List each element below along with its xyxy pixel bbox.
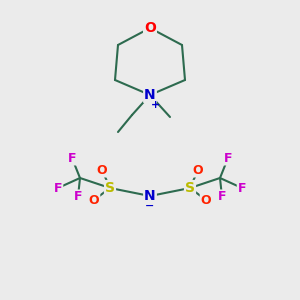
Text: F: F — [224, 152, 232, 164]
Text: O: O — [89, 194, 99, 206]
Text: F: F — [238, 182, 246, 194]
Text: O: O — [97, 164, 107, 176]
Text: −: − — [145, 201, 155, 211]
Text: O: O — [144, 21, 156, 35]
Text: F: F — [218, 190, 226, 203]
Text: N: N — [144, 88, 156, 102]
Text: S: S — [105, 181, 115, 195]
Text: O: O — [201, 194, 211, 206]
Text: S: S — [185, 181, 195, 195]
Text: O: O — [193, 164, 203, 176]
Text: F: F — [54, 182, 62, 194]
Text: F: F — [68, 152, 76, 164]
Text: F: F — [74, 190, 82, 203]
Text: N: N — [144, 189, 156, 203]
Text: +: + — [150, 100, 160, 110]
